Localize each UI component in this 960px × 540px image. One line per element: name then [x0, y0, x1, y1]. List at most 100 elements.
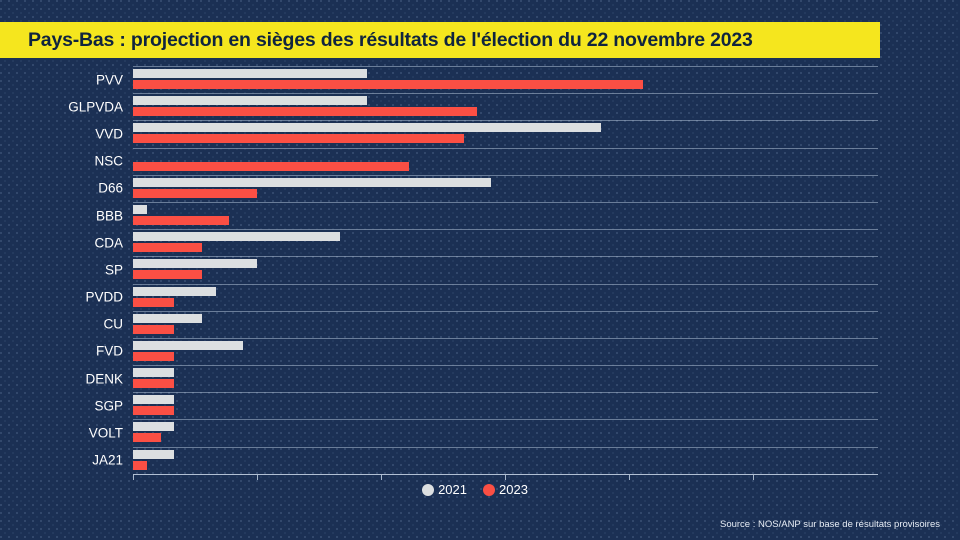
category-label-row: BBB	[0, 202, 133, 229]
category-label-row: NSC	[0, 148, 133, 175]
legend-item-2023[interactable]: 2023	[483, 482, 528, 497]
table-row	[133, 392, 878, 419]
bar-2021-volt	[133, 422, 175, 432]
bar-2021-cda	[133, 232, 340, 242]
bar-2023-bbb	[133, 215, 230, 225]
bar-2021-sgp	[133, 395, 175, 405]
category-label-ja21: JA21	[92, 452, 123, 468]
gridline	[133, 120, 878, 122]
bar-2023-sgp	[133, 406, 175, 416]
legend-swatch-icon	[483, 483, 495, 496]
category-label-row: PVV	[0, 66, 133, 93]
bar-2021-glpvda	[133, 96, 368, 106]
category-label-row: GLPVDA	[0, 93, 133, 120]
gridline	[133, 229, 878, 231]
category-label-cda: CDA	[94, 235, 123, 251]
table-row	[133, 310, 878, 338]
category-label-row: SP	[0, 256, 133, 283]
table-row	[133, 120, 878, 147]
bar-2021-ja21	[133, 449, 175, 459]
category-axis-labels: PVV GLPVDA VVD NSC D66 BBB CDA SP PVDD CU FVD DENK S…	[0, 66, 133, 474]
gridline	[133, 446, 878, 448]
bar-2021-d66	[133, 177, 492, 187]
bar-2021-pvv	[133, 69, 368, 78]
category-label-row: DENK	[0, 365, 133, 392]
bar-2023-fvd	[133, 351, 175, 361]
category-label-pvv: PVV	[95, 72, 123, 88]
category-label-sgp: SGP	[94, 398, 123, 414]
category-label-row: VOLT	[0, 419, 133, 446]
category-label-sp: SP	[104, 262, 123, 278]
gridline	[133, 310, 878, 312]
gridline	[133, 283, 878, 285]
bar-2021-fvd	[133, 340, 244, 350]
category-label-row: VVD	[0, 120, 133, 147]
table-row	[133, 66, 878, 93]
x-axis-line	[133, 474, 878, 475]
chart-legend: 2021 2023	[0, 482, 960, 497]
bar-2021-pvdd	[133, 286, 216, 296]
bar-2023-pvv	[133, 80, 643, 89]
table-row	[133, 256, 878, 283]
source-note: Source : NOS/ANP sur base de résultats p…	[719, 519, 940, 530]
gridline	[133, 256, 878, 258]
legend-item-2021[interactable]: 2021	[422, 482, 467, 497]
bar-2021-denk	[133, 368, 175, 378]
gridline	[133, 201, 878, 203]
category-label-row: FVD	[0, 338, 133, 365]
gridline	[133, 392, 878, 394]
table-row	[133, 174, 878, 202]
table-row	[133, 337, 878, 365]
table-row	[133, 283, 878, 311]
page-title: Pays-Bas : projection en sièges des résu…	[28, 28, 753, 51]
category-label-row: JA21	[0, 447, 133, 474]
bars-container	[133, 66, 878, 480]
category-label-volt: VOLT	[88, 425, 123, 441]
category-label-row: SGP	[0, 392, 133, 419]
legend-label: 2021	[438, 482, 467, 497]
x-axis-tick-0	[133, 475, 134, 480]
category-label-glpvda: GLPVDA	[68, 99, 123, 115]
table-row	[133, 229, 878, 256]
bar-2023-pvdd	[133, 297, 175, 307]
gridline	[133, 174, 878, 176]
category-label-d66: D66	[98, 180, 123, 196]
x-axis-tick-1	[257, 475, 258, 480]
bar-2021-sp	[133, 259, 257, 269]
table-row	[133, 93, 878, 120]
gridline	[133, 419, 878, 421]
category-label-denk: DENK	[85, 371, 123, 387]
bar-2023-volt	[133, 433, 161, 443]
x-axis-tick-2	[381, 475, 382, 480]
x-axis-tick-5	[753, 475, 754, 480]
category-label-row: CU	[0, 311, 133, 338]
category-label-row: CDA	[0, 229, 133, 256]
category-label-nsc: NSC	[94, 153, 123, 169]
bar-2021-bbb	[133, 204, 147, 214]
gridline	[133, 147, 878, 149]
category-label-row: D66	[0, 175, 133, 202]
bar-2023-nsc	[133, 161, 409, 171]
legend-swatch-icon	[422, 483, 435, 496]
x-axis-tick-4	[629, 475, 630, 480]
bar-2023-vvd	[133, 134, 464, 144]
chart-plot-area: PVV GLPVDA VVD NSC D66 BBB CDA SP PVDD CU FVD DENK S…	[0, 66, 960, 480]
category-label-bbb: BBB	[95, 208, 123, 224]
x-axis-tick-3	[505, 475, 506, 480]
table-row	[133, 365, 878, 392]
category-label-cu: CU	[103, 316, 124, 332]
bar-2023-d66	[133, 188, 257, 198]
bar-2023-cu	[133, 324, 175, 334]
legend-label: 2023	[499, 482, 528, 497]
gridline	[133, 365, 878, 367]
bar-2023-denk	[133, 379, 175, 389]
bar-2023-ja21	[133, 460, 147, 470]
bar-2023-cda	[133, 243, 202, 253]
category-label-pvdd: PVDD	[85, 289, 123, 305]
gridline	[133, 93, 878, 95]
table-row	[133, 446, 878, 474]
table-row	[133, 147, 878, 175]
gridline	[133, 337, 878, 339]
gridline	[133, 66, 878, 67]
